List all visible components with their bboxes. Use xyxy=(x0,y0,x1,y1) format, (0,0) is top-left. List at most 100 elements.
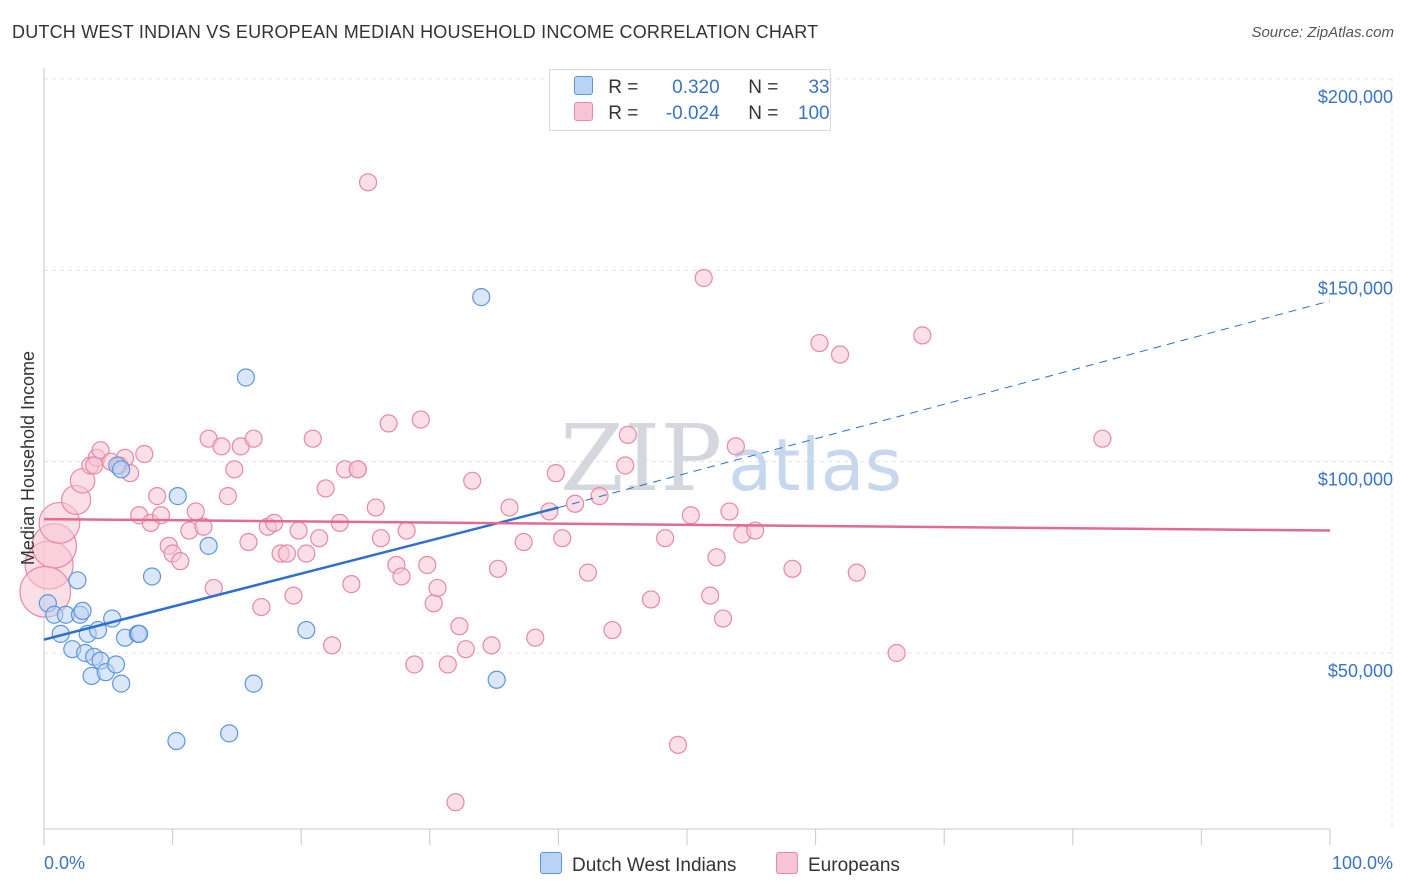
point-pink-86 xyxy=(726,437,745,456)
point-blue-32 xyxy=(73,601,92,621)
point-pink-31 xyxy=(252,597,271,617)
x-tick-label-max: 100.0% xyxy=(1332,853,1393,873)
point-pink-25 xyxy=(212,437,231,456)
x-tick-label-min: 0.0% xyxy=(44,853,85,873)
point-pink-53 xyxy=(397,521,416,540)
point-pink-78 xyxy=(656,529,675,548)
watermark: ZIPatlas xyxy=(560,405,902,512)
blue-trend-dashed xyxy=(558,300,1331,509)
trend-lines xyxy=(43,300,1331,641)
n-label: N = xyxy=(748,77,779,98)
point-pink-30 xyxy=(244,429,263,448)
blue-swatch xyxy=(574,76,593,95)
point-pink-81 xyxy=(694,268,713,288)
point-pink-38 xyxy=(297,544,316,563)
point-pink-98 xyxy=(85,456,104,475)
point-blue-28 xyxy=(472,288,491,307)
point-pink-40 xyxy=(310,529,329,548)
point-pink-82 xyxy=(701,586,720,605)
tick-labels: $50,000 $100,000 $150,000 $200,000 0.0% 100.0… xyxy=(44,87,1393,873)
r-value: 0.320 xyxy=(672,77,720,98)
point-pink-49 xyxy=(371,529,391,548)
point-pink-79 xyxy=(668,735,688,754)
point-blue-27 xyxy=(297,620,316,640)
point-pink-71 xyxy=(566,494,585,513)
legend-row-blue: R = 0.320 N = 33 xyxy=(574,76,830,100)
n-value: 33 xyxy=(808,77,830,98)
source-label: Source: ZipAtlas.com xyxy=(1251,24,1394,41)
pink-trend-line xyxy=(43,517,1331,532)
point-pink-63 xyxy=(482,636,501,655)
point-pink-58 xyxy=(428,578,447,598)
point-pink-47 xyxy=(358,173,378,192)
point-pink-75 xyxy=(616,456,635,475)
point-pink-54 xyxy=(405,655,424,674)
legend-row-pink: R = -0.024 N = 100 xyxy=(574,102,830,126)
point-blue-21 xyxy=(167,731,186,751)
point-pink-36 xyxy=(284,586,303,605)
europeans-points xyxy=(19,173,1112,812)
point-pink-61 xyxy=(456,640,475,659)
point-pink-66 xyxy=(514,532,533,552)
point-blue-25 xyxy=(236,368,256,387)
pink-swatch xyxy=(776,852,798,874)
point-pink-27 xyxy=(225,460,244,479)
point-pink-19 xyxy=(171,552,190,571)
point-pink-41 xyxy=(316,479,335,498)
r-value: -0.024 xyxy=(665,103,720,124)
legend-label: Europeans xyxy=(808,855,900,876)
legend-label: Dutch West Indians xyxy=(572,855,737,876)
point-pink-56 xyxy=(418,555,437,575)
point-blue-26 xyxy=(244,674,263,693)
point-pink-45 xyxy=(342,575,361,594)
point-pink-64 xyxy=(488,559,508,578)
y-tick-label-3: $200,000 xyxy=(1318,87,1393,107)
r-label: R = xyxy=(608,103,639,124)
point-pink-50 xyxy=(379,414,398,433)
point-pink-97 xyxy=(348,460,367,479)
point-pink-85 xyxy=(720,502,739,521)
point-pink-94 xyxy=(913,326,932,345)
point-pink-67 xyxy=(526,628,545,647)
point-pink-92 xyxy=(847,563,866,582)
point-pink-72 xyxy=(578,563,598,582)
point-pink-42 xyxy=(322,636,342,655)
y-tick-label-0: $50,000 xyxy=(1328,661,1393,681)
point-pink-80 xyxy=(681,506,700,525)
bottom-legend-europeans: Europeans xyxy=(776,852,900,877)
grid xyxy=(44,78,1393,828)
point-pink-89 xyxy=(783,559,802,578)
point-pink-83 xyxy=(707,548,726,567)
point-pink-35 xyxy=(277,544,297,563)
point-pink-21 xyxy=(186,502,205,521)
r-label: R = xyxy=(608,77,639,98)
point-pink-91 xyxy=(830,345,850,364)
point-pink-57 xyxy=(424,594,443,613)
bottom-legend-dutch-west-indians: Dutch West Indians xyxy=(540,852,736,877)
point-pink-33 xyxy=(265,513,284,532)
point-pink-37 xyxy=(289,521,308,540)
point-pink-96 xyxy=(446,793,465,812)
point-blue-31 xyxy=(112,460,131,479)
point-pink-74 xyxy=(603,620,622,640)
point-pink-39 xyxy=(303,429,322,448)
point-pink-95 xyxy=(1093,429,1112,448)
n-label: N = xyxy=(748,103,779,124)
y-tick-label-1: $100,000 xyxy=(1318,470,1393,490)
pink-swatch xyxy=(574,102,593,121)
point-blue-23 xyxy=(199,536,218,555)
point-blue-22 xyxy=(168,487,187,506)
point-pink-70 xyxy=(553,529,572,548)
watermark-text: ZIPatlas xyxy=(560,405,902,512)
point-pink-65 xyxy=(500,498,519,517)
point-pink-62 xyxy=(463,471,482,490)
point-blue-17 xyxy=(112,674,131,693)
dutch-west-indians-points xyxy=(38,288,506,751)
point-blue-5 xyxy=(68,571,87,590)
point-pink-76 xyxy=(618,425,637,444)
point-pink-52 xyxy=(392,567,411,586)
point-pink-22 xyxy=(194,517,213,536)
y-axis-label: Median Household Income xyxy=(18,351,38,565)
point-pink-48 xyxy=(366,498,385,517)
